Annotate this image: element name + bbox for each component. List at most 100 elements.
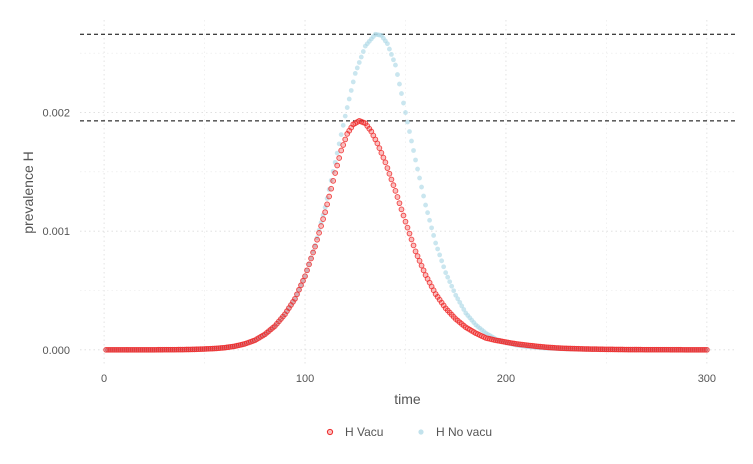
point-h-vacu — [392, 187, 399, 194]
point-h-vacu — [316, 229, 322, 236]
point-h-vacu — [376, 145, 383, 151]
point-h-vacu — [408, 236, 415, 243]
point-h-vacu — [302, 273, 308, 280]
point-h-no-vacu — [417, 175, 422, 181]
axes: 0 100 200 300 0.000 0.001 0.002 — [42, 108, 716, 385]
point-h-vacu — [294, 291, 300, 298]
point-h-no-vacu — [459, 303, 465, 309]
point-h-vacu — [292, 295, 298, 302]
x-tick-label: 300 — [698, 373, 716, 385]
y-tick-label: 0.001 — [42, 226, 70, 238]
point-h-vacu — [338, 147, 345, 154]
y-tick-label: 0.002 — [42, 108, 70, 120]
point-h-vacu — [390, 182, 397, 188]
point-h-no-vacu — [294, 291, 300, 297]
point-h-vacu — [304, 267, 310, 274]
point-h-no-vacu — [385, 41, 390, 47]
x-tick-label: 100 — [296, 373, 314, 385]
point-h-vacu — [328, 185, 335, 192]
point-h-no-vacu — [423, 202, 428, 208]
point-h-vacu — [298, 282, 304, 289]
point-h-no-vacu — [449, 283, 455, 289]
point-h-vacu — [406, 230, 413, 237]
point-h-no-vacu — [342, 113, 348, 119]
legend-marker-h-no-vacu — [418, 429, 424, 435]
point-h-no-vacu — [350, 79, 356, 85]
point-h-vacu — [310, 249, 316, 256]
point-h-vacu — [320, 216, 326, 222]
point-h-no-vacu — [304, 267, 310, 273]
point-h-vacu — [378, 150, 385, 156]
point-h-no-vacu — [348, 88, 354, 93]
point-h-vacu — [420, 267, 427, 274]
point-h-no-vacu — [437, 252, 443, 258]
point-h-no-vacu — [389, 52, 394, 57]
point-h-vacu — [336, 155, 343, 161]
point-h-no-vacu — [298, 282, 304, 288]
point-h-vacu — [404, 224, 411, 231]
point-h-vacu — [396, 200, 403, 207]
y-axis-title: prevalence H — [20, 151, 36, 234]
point-h-vacu — [380, 154, 387, 161]
point-h-no-vacu — [393, 62, 398, 68]
point-h-vacu — [318, 223, 324, 229]
point-h-no-vacu — [391, 57, 396, 63]
x-tick-label: 200 — [497, 373, 515, 385]
point-h-no-vacu — [445, 274, 451, 280]
point-h-vacu — [324, 201, 330, 208]
point-h-no-vacu — [407, 129, 412, 134]
point-h-vacu — [704, 346, 710, 353]
point-h-no-vacu — [453, 292, 459, 298]
point-h-no-vacu — [443, 270, 449, 276]
point-h-no-vacu — [334, 150, 340, 156]
x-axis-title: time — [394, 391, 421, 407]
point-h-no-vacu — [457, 299, 463, 305]
point-h-no-vacu — [300, 278, 306, 284]
point-h-no-vacu — [356, 60, 362, 65]
point-h-no-vacu — [387, 46, 392, 52]
legend-label-h-no-vacu: H No vacu — [436, 425, 492, 439]
legend-label-h-vacu: H Vacu — [345, 425, 383, 439]
point-h-vacu — [332, 170, 339, 176]
point-h-no-vacu — [409, 138, 414, 144]
point-h-vacu — [382, 159, 389, 166]
point-h-no-vacu — [354, 65, 360, 71]
point-h-vacu — [326, 193, 332, 200]
point-h-no-vacu — [421, 193, 426, 199]
point-h-no-vacu — [455, 296, 461, 302]
point-h-vacu — [334, 162, 341, 169]
point-h-no-vacu — [352, 70, 358, 76]
point-h-no-vacu — [413, 157, 418, 163]
point-h-vacu — [384, 165, 391, 171]
point-h-vacu — [312, 243, 318, 250]
reference-lines — [80, 33, 735, 122]
point-h-vacu — [374, 140, 381, 147]
point-h-vacu — [386, 170, 393, 177]
point-h-vacu — [416, 257, 423, 264]
point-h-no-vacu — [338, 132, 344, 138]
point-h-vacu — [308, 255, 314, 262]
point-h-no-vacu — [296, 287, 302, 293]
point-h-vacu — [314, 236, 320, 243]
point-h-no-vacu — [395, 72, 400, 77]
point-h-no-vacu — [403, 110, 408, 115]
point-h-vacu — [414, 253, 421, 259]
point-h-vacu — [400, 212, 407, 219]
data-series — [103, 31, 710, 353]
point-h-no-vacu — [346, 96, 352, 102]
point-h-vacu — [410, 242, 417, 249]
point-h-no-vacu — [411, 148, 416, 153]
point-h-no-vacu — [320, 212, 326, 218]
point-h-vacu — [398, 206, 405, 213]
point-h-no-vacu — [360, 49, 366, 54]
point-h-no-vacu — [439, 258, 445, 264]
y-tick-label: 0.000 — [42, 345, 70, 357]
point-h-no-vacu — [461, 307, 467, 312]
point-h-vacu — [402, 218, 409, 225]
point-h-no-vacu — [451, 288, 457, 294]
point-h-no-vacu — [314, 235, 320, 241]
grid — [80, 20, 735, 365]
point-h-vacu — [394, 194, 401, 200]
point-h-no-vacu — [340, 122, 346, 128]
point-h-no-vacu — [435, 246, 441, 252]
